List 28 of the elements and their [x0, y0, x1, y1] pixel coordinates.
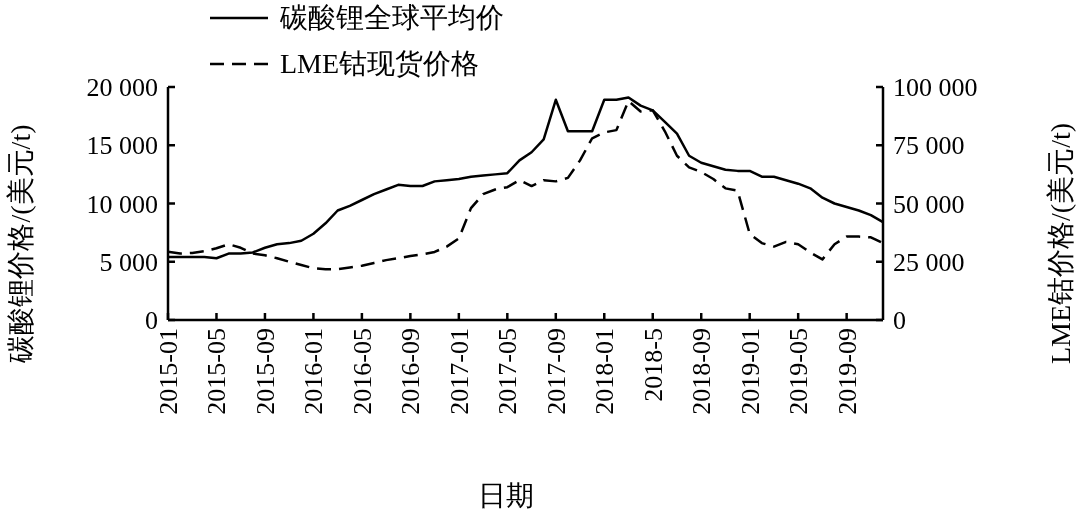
- x-tick-label: 2019-05: [784, 328, 814, 415]
- x-tick-label: 2015-05: [202, 328, 232, 415]
- x-tick-label: 2018-01: [590, 328, 620, 415]
- y2-axis-title: LME钴价格/(美元/t): [1045, 122, 1076, 365]
- x-tick-label: 2018-5: [638, 328, 668, 402]
- legend-label: LME钴现货价格: [280, 48, 480, 79]
- y2-tick-label: 75 000: [893, 131, 965, 161]
- x-tick-label: 2016-09: [396, 328, 426, 415]
- x-tick-label: 2015-09: [250, 328, 280, 415]
- x-tick-label: 2017-01: [444, 328, 474, 415]
- y2-tick-label: 100 000: [893, 73, 978, 102]
- x-tick-label: 2019-09: [832, 328, 862, 415]
- x-axis-title: 日期: [477, 480, 534, 511]
- x-tick-label: 2016-05: [347, 328, 377, 415]
- x-tick-label: 2017-09: [541, 328, 571, 415]
- legend-label: 碳酸锂全球平均价: [279, 2, 504, 33]
- y-axis-title: 碳酸锂价格/(美元/t): [5, 124, 36, 364]
- x-tick-label: 2019-01: [735, 328, 765, 415]
- y-tick-label: 10 000: [86, 189, 158, 219]
- x-tick-label: 2017-05: [493, 328, 523, 415]
- y2-tick-label: 50 000: [893, 189, 965, 219]
- x-tick-label: 2018-09: [687, 328, 717, 415]
- y2-tick-label: 25 000: [893, 247, 965, 277]
- y-tick-label: 5 000: [99, 247, 158, 277]
- y-tick-label: 15 000: [86, 131, 158, 161]
- y-tick-label: 20 000: [86, 73, 158, 102]
- x-tick-label: 2016-01: [299, 328, 329, 415]
- y2-tick-label: 0: [893, 306, 906, 335]
